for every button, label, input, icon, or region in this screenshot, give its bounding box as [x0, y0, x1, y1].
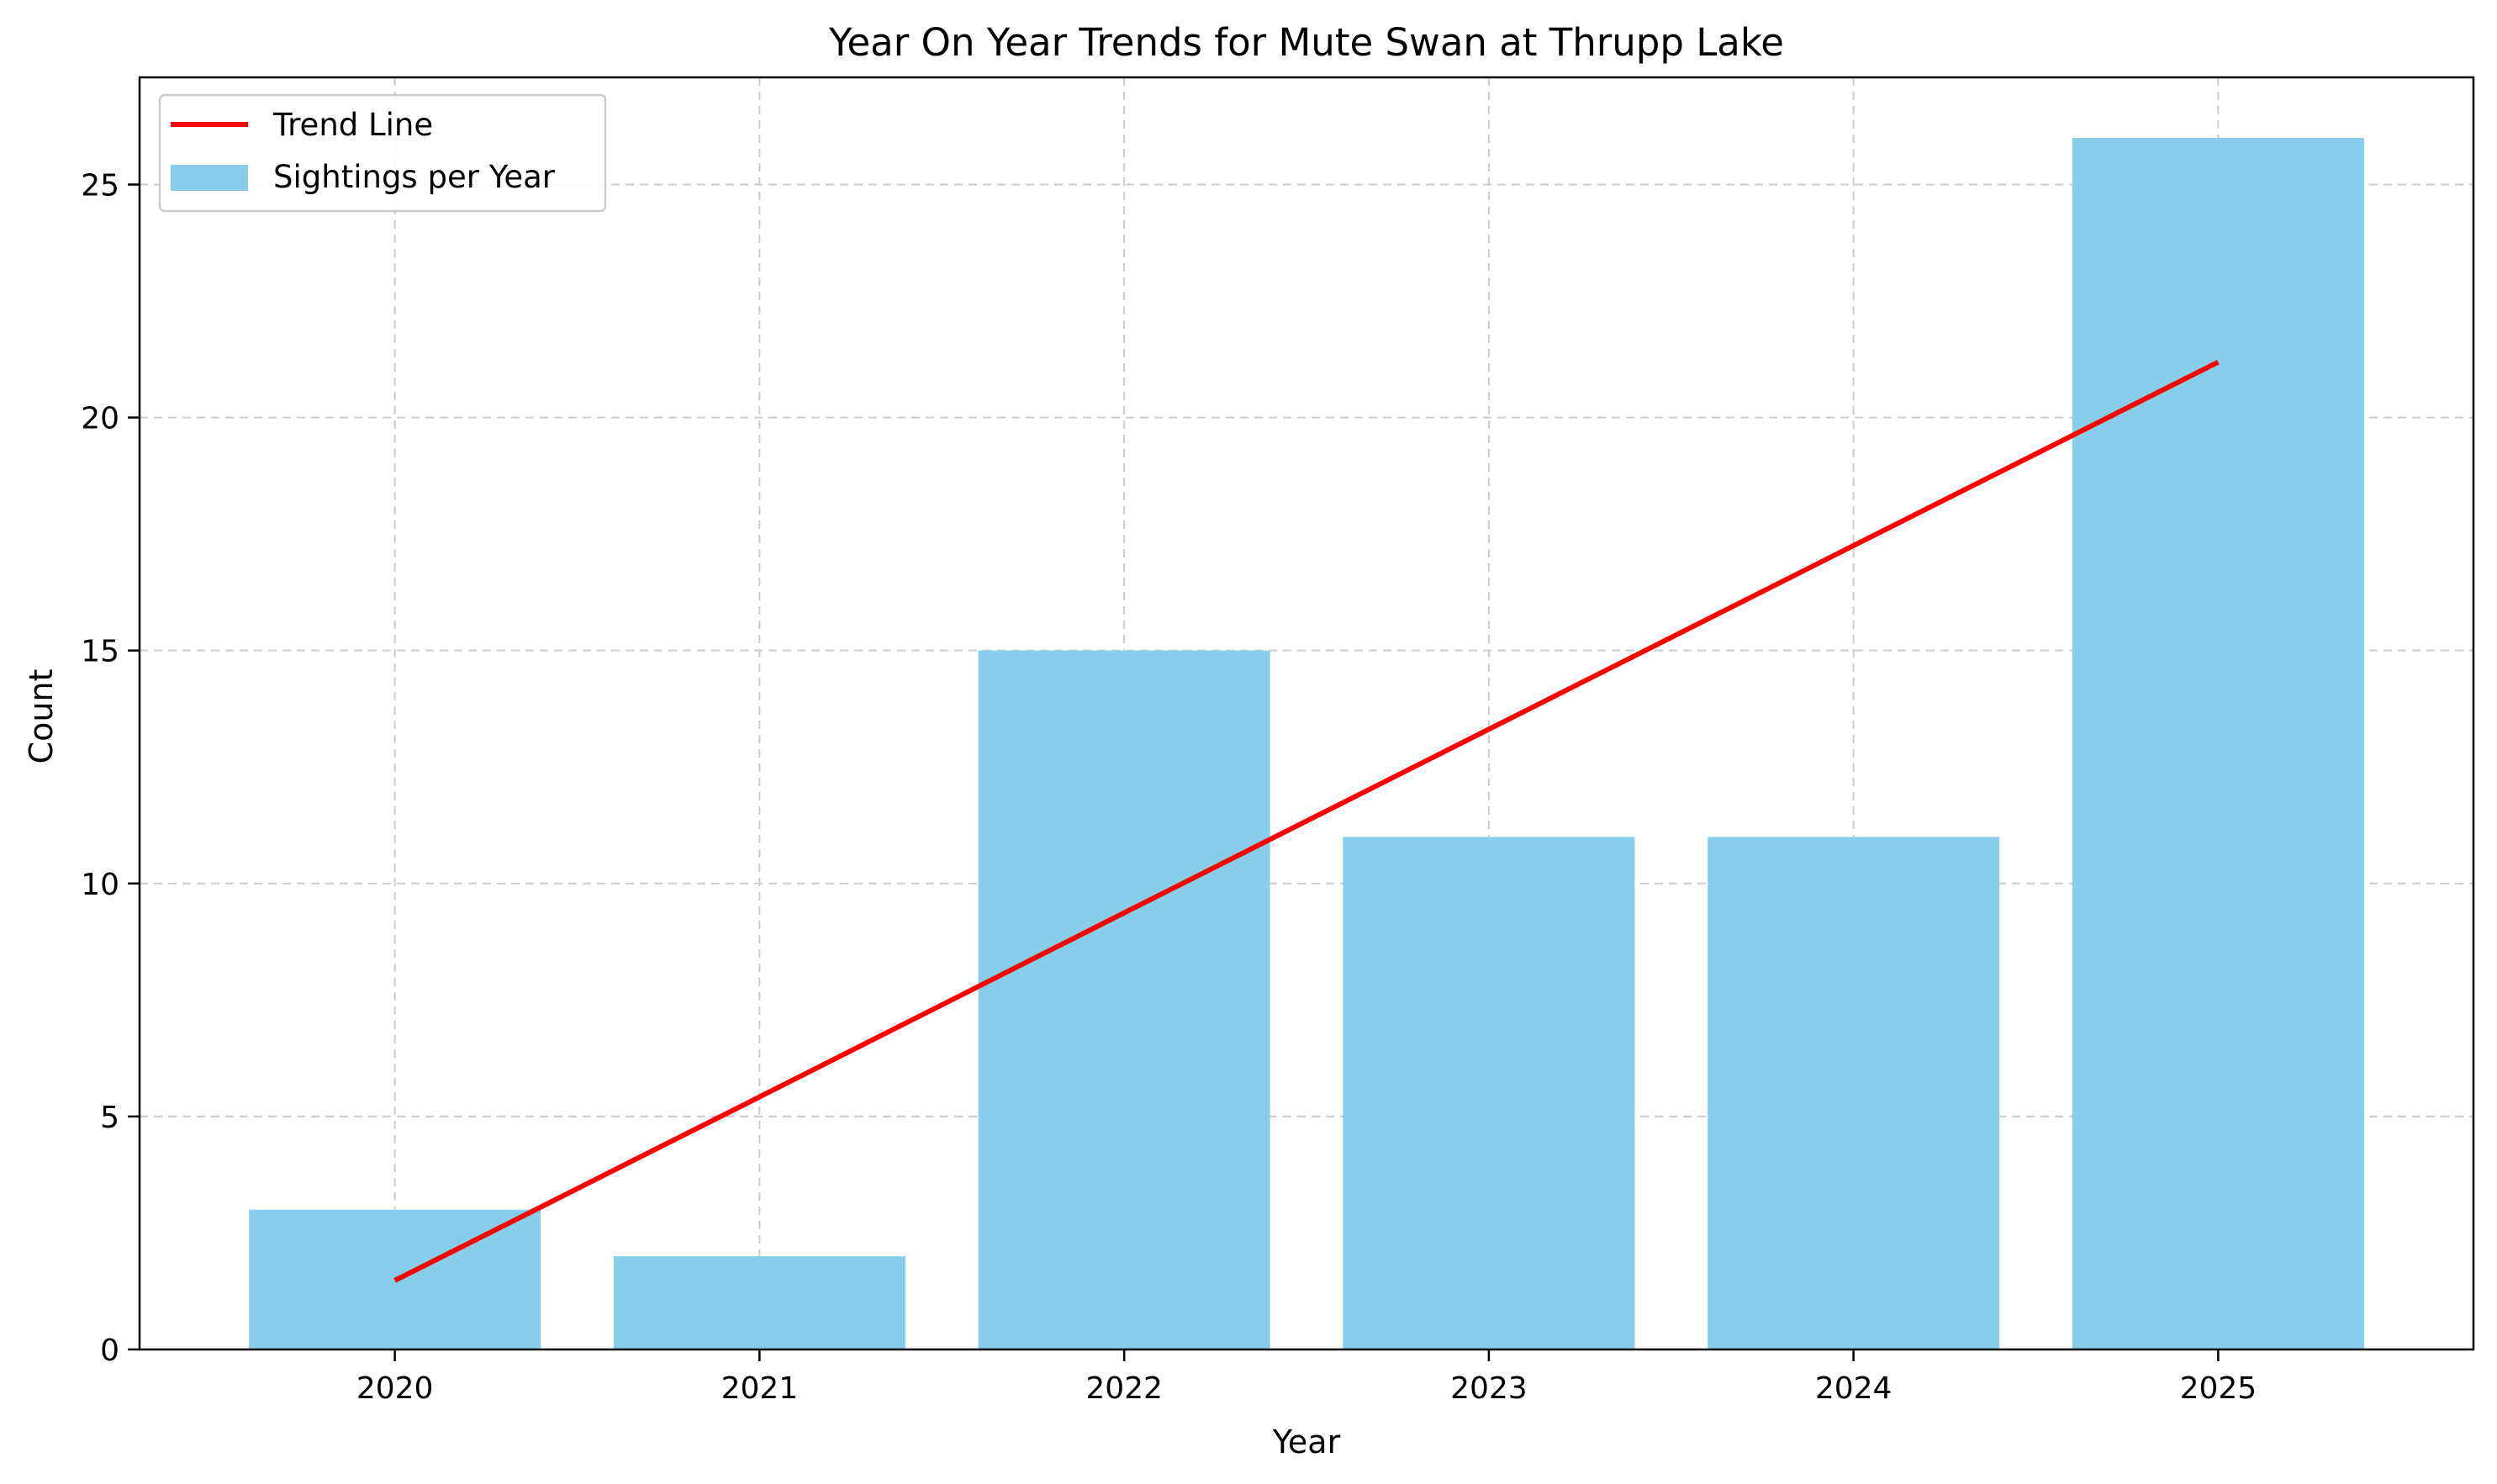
legend-sightings-label: Sightings per Year	[273, 159, 556, 195]
y-tick-label-0: 0	[100, 1333, 119, 1368]
trend-line-group	[393, 359, 2220, 1283]
legend: Trend Line Sightings per Year	[158, 93, 607, 213]
bar-2022	[978, 650, 1270, 1349]
x-tick-label-2020: 2020	[356, 1371, 434, 1406]
chart-title: Year On Year Trends for Mute Swan at Thr…	[828, 20, 1784, 65]
x-axis-title: Year	[1272, 1423, 1341, 1460]
legend-box	[158, 93, 607, 213]
plot-frame	[138, 76, 2475, 1351]
bar-2025	[2072, 138, 2364, 1350]
y-tick-label-15: 15	[81, 635, 119, 669]
y-tick-label-10: 10	[81, 868, 119, 902]
bar-2023	[1343, 837, 1635, 1349]
x-tick-label-2021: 2021	[721, 1371, 799, 1406]
x-axis: 2020 2021 2022 2023 2024 2025	[356, 1349, 2257, 1406]
trend-line	[393, 359, 2220, 1283]
y-tick-label-20: 20	[81, 402, 119, 436]
legend-sightings-swatch	[171, 165, 248, 191]
y-tick-label-25: 25	[81, 168, 119, 203]
x-tick-label-2024: 2024	[1815, 1371, 1893, 1406]
x-tick-label-2022: 2022	[1085, 1371, 1163, 1406]
x-tick-label-2025: 2025	[2180, 1371, 2257, 1406]
y-axis: 0 5 10 15 20 25	[81, 168, 140, 1368]
y-axis-title: Count	[23, 669, 60, 764]
y-tick-label-5: 5	[100, 1101, 119, 1135]
x-tick-label-2023: 2023	[1450, 1371, 1528, 1406]
bar-2021	[613, 1256, 905, 1349]
bar-2024	[1708, 837, 2000, 1349]
legend-trend-line-label: Trend Line	[272, 107, 433, 143]
